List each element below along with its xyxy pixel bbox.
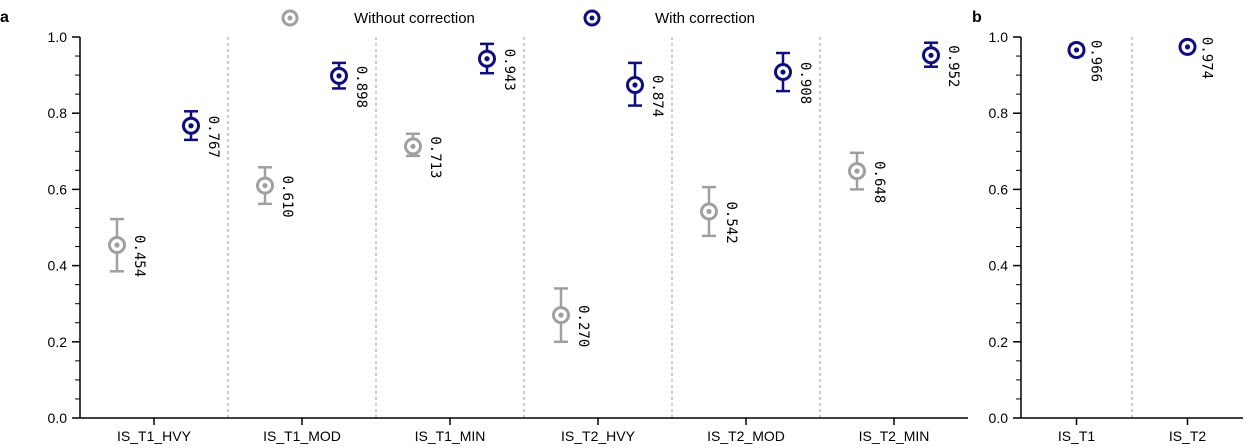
- data-point-dot: [114, 242, 120, 248]
- y-tick-label: 0.8: [48, 105, 68, 121]
- legend-marker-dot: [589, 15, 595, 21]
- x-category-label: IS_T1: [1058, 428, 1096, 444]
- data-point-dot: [780, 69, 786, 75]
- y-tick-label: 0.2: [989, 334, 1009, 350]
- data-point-dot: [632, 82, 638, 88]
- y-tick-label: 0.0: [48, 410, 68, 426]
- y-tick-label: 0.6: [989, 181, 1009, 197]
- y-tick-label: 0.2: [48, 334, 68, 350]
- y-tick-label: 0.0: [989, 410, 1009, 426]
- legend-label: With correction: [655, 10, 755, 27]
- panel-label-a: a: [0, 9, 9, 26]
- data-point-dot: [706, 208, 712, 215]
- data-point-dot: [854, 168, 860, 174]
- x-category-label: IS_T1_HVY: [117, 428, 192, 444]
- data-value-label: 0.966: [1088, 40, 1104, 82]
- data-value-label: 0.974: [1199, 37, 1215, 79]
- legend-label: Without correction: [354, 10, 475, 27]
- data-point-dot: [558, 312, 564, 318]
- data-point-dot: [262, 182, 268, 189]
- y-tick-label: 0.4: [989, 258, 1009, 274]
- panel-label-b: b: [972, 9, 982, 26]
- y-tick-label: 1.0: [989, 29, 1009, 45]
- x-category-label: IS_T1_MIN: [415, 428, 486, 444]
- data-value-label: 0.713: [427, 136, 443, 178]
- data-value-label: 0.908: [797, 62, 813, 104]
- legend-marker-dot: [287, 15, 293, 21]
- data-value-label: 0.767: [205, 116, 221, 158]
- data-point-dot: [484, 56, 490, 62]
- data-point-dot: [188, 123, 194, 129]
- x-category-label: IS_T1_MOD: [263, 428, 341, 444]
- x-category-label: IS_T2_MOD: [707, 428, 785, 444]
- data-point-dot: [410, 143, 416, 149]
- data-value-label: 0.270: [575, 305, 591, 347]
- y-tick-label: 0.6: [48, 181, 68, 197]
- x-category-label: IS_T2: [1169, 428, 1207, 444]
- data-value-label: 0.454: [131, 235, 147, 277]
- data-value-label: 0.542: [723, 201, 739, 243]
- y-tick-label: 0.8: [989, 105, 1009, 121]
- data-point-dot: [336, 73, 342, 79]
- data-point-dot: [928, 52, 934, 58]
- data-value-label: 0.952: [945, 45, 961, 87]
- data-value-label: 0.610: [279, 176, 295, 218]
- x-category-label: IS_T2_MIN: [859, 428, 930, 444]
- data-point-dot: [1073, 47, 1080, 53]
- data-value-label: 0.874: [649, 75, 665, 117]
- x-category-label: IS_T2_HVY: [561, 428, 636, 444]
- data-point-dot: [1184, 44, 1191, 50]
- y-tick-label: 1.0: [48, 29, 68, 45]
- data-value-label: 0.943: [501, 49, 517, 91]
- data-value-label: 0.898: [353, 66, 369, 108]
- data-value-label: 0.648: [871, 161, 887, 203]
- y-tick-label: 0.4: [48, 258, 68, 274]
